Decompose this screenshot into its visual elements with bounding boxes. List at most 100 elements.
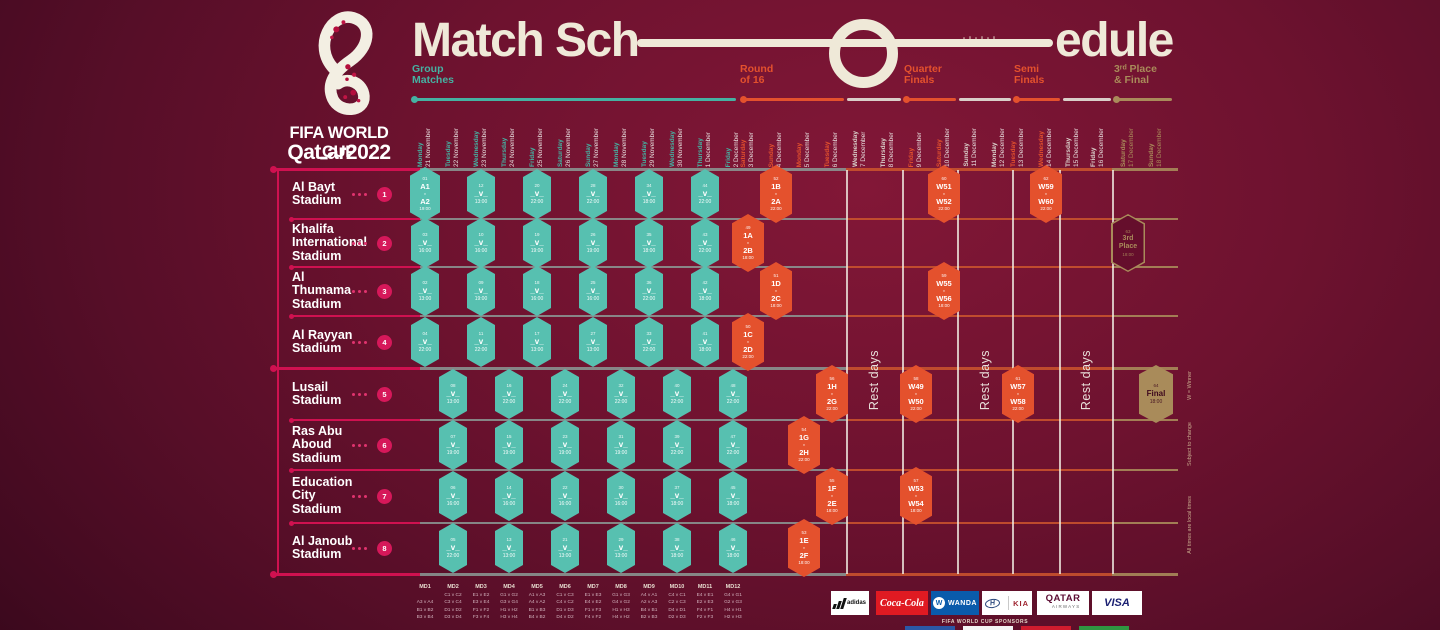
stadium-leader-dot (364, 494, 367, 498)
date-column-r0: Saturday 3 December (738, 101, 758, 167)
row-separator-gold-1 (1112, 218, 1178, 220)
row-separator-gold-5 (1112, 419, 1178, 421)
match-badge-18: 18 _v_ 16:00 (523, 266, 551, 316)
legend-fixture: F4 v F2 (584, 615, 602, 621)
header-line-segment-1 (741, 98, 844, 101)
legend-fixture: F1 v F3 (584, 607, 602, 613)
rest-zone-line-right-2 (1112, 170, 1114, 574)
date-column-g4: Friday 25 November (527, 101, 547, 167)
legend-column-MD7: MD7 E1 v E3 E4 v E2 F1 v F3 F4 v F2 (578, 584, 608, 622)
date-label: Wednesday 14 December (1038, 127, 1053, 167)
match-badge-23: 23 _v_ 19:00 (551, 420, 579, 470)
legend-fixture: C3 v C4 (444, 600, 462, 606)
stadium-leader-dot (364, 340, 367, 344)
match-badge-32: 32 _v_ 22:00 (607, 369, 635, 419)
match-badge-09: 09 _v_ 19:00 (467, 266, 495, 316)
row-separator-crimson-1 (293, 218, 420, 220)
rest-zone-1: Rest days (975, 310, 995, 450)
rest-zone-line-right-0 (902, 170, 904, 574)
side-note-1: Subject to change (1184, 399, 1196, 489)
row-separator-orange-8 (846, 572, 1112, 576)
row-separator-orange-3 (846, 315, 1112, 317)
rest-zone-line-left-2 (1059, 170, 1061, 574)
row-separator-orange-1 (846, 218, 1112, 220)
match-badge-31: 31 _v_ 19:00 (607, 420, 635, 470)
header-line-segment-3 (904, 98, 956, 101)
date-label: Monday 5 December (796, 131, 811, 167)
fifa-world-cup-wordmark: FIFA WORLD CUP (289, 124, 389, 161)
date-label: Tuesday 29 November (641, 127, 656, 167)
side-note-text: Subject to change (1187, 421, 1193, 467)
date-label: Thursday 1 December (697, 131, 712, 167)
legend-column-MD10: MD10 C4 v C1 C2 v C3 D4 v D1 D2 v D3 (662, 584, 692, 622)
sponsor-row2-tile-3 (1079, 626, 1129, 630)
legend-column-MD3: MD3 E1 v E2 E3 v E4 F1 v F2 F3 v F4 (466, 584, 496, 622)
row-separator-crimson-0 (274, 167, 420, 171)
legend-header: MD8 (615, 584, 627, 590)
row-separator-gray-0 (420, 167, 846, 171)
match-badge-41: 41 _v_ 18:00 (691, 317, 719, 367)
date-label: Monday 12 December (991, 127, 1006, 167)
stadium-leader-dot (358, 192, 361, 196)
date-label: Wednesday 7 December (852, 130, 867, 167)
legend-fixture: E1 v E2 (472, 593, 490, 598)
stadium-marker-circle: 3 (377, 283, 392, 299)
date-column-t3: Monday 12 December (989, 101, 1009, 167)
title-tick-marks (963, 36, 1003, 48)
date-column-q1: Saturday 10 December (934, 101, 954, 167)
date-label: Friday 9 December (908, 131, 923, 167)
row-separator-dot-0 (270, 165, 277, 173)
match-badge-35: 35 _v_ 18:00 (635, 218, 663, 268)
date-column-g1: Tuesday 22 November (443, 101, 463, 167)
date-column-r3: Tuesday 6 December (822, 101, 842, 167)
legend-fixture: C4 v C1 (668, 593, 686, 598)
legend-fixture: F3 v F4 (472, 615, 490, 621)
match-badge-36: 36 _v_ 22:00 (635, 266, 663, 316)
legend-column-MD8: MD8 G1 v G3 G4 v G2 H1 v H3 H4 v H2 (606, 584, 636, 622)
legend-fixture: E2 v E3 (696, 600, 714, 606)
title-center-circle-icon (829, 19, 898, 88)
match-badge-08: 08 _v_ 13:00 (439, 369, 467, 419)
match-badge-14: 14 _v_ 16:00 (495, 471, 523, 521)
legend-fixture: C1 v C3 (556, 593, 574, 598)
match-badge-50: 50 1C v 2D 22:00 (732, 313, 764, 371)
match-badge-26: 26 _v_ 19:00 (579, 218, 607, 268)
stadium-marker-circle: 7 (377, 488, 392, 504)
match-badge-57: 57 W53 v W54 18:00 (900, 467, 932, 525)
row-separator-gray-1 (420, 218, 846, 220)
sponsor-row2-tile-2 (1021, 626, 1071, 630)
header-line-dot-7 (1113, 95, 1120, 103)
legend-column-MD12: MD12 G4 v G1 G2 v G3 H4 v H1 H2 v H3 (718, 584, 748, 622)
legend-column-MD2: MD2 C1 v C2 C3 v C4 D1 v D2 D3 v D4 (438, 584, 468, 622)
legend-fixture: D1 v D3 (556, 607, 574, 613)
date-label: Thursday 24 November (501, 127, 516, 167)
row-separator-dot-2 (289, 264, 294, 270)
match-badge-37: 37 _v_ 18:00 (663, 471, 691, 521)
legend-fixture: H2 v H3 (724, 615, 742, 621)
match-badge-33: 33 _v_ 22:00 (635, 317, 663, 367)
stadium-marker-circle: 6 (377, 437, 392, 453)
legend-fixture: D4 v D2 (556, 615, 574, 621)
date-column-g2: Wednesday 23 November (471, 101, 491, 167)
date-label: Thursday 15 December (1065, 127, 1080, 167)
row-separator-gray-8 (420, 572, 846, 576)
fifa-sponsors-title: FIFA WORLD CUP SPONSORS (941, 619, 1029, 625)
section-label-qf: Quarter Finals (904, 63, 942, 86)
row-separator-gold-4 (1112, 366, 1178, 370)
stadium-leader-dot (364, 289, 367, 293)
section-label-group: Group Matches (412, 63, 455, 86)
stadium-name-6: Education City Stadium (292, 475, 353, 516)
qatar-2022-wordmark: Qatـar2022 (287, 141, 391, 164)
date-label: Wednesday 30 November (669, 127, 684, 167)
legend-fixture: B1 v B2 (416, 607, 434, 613)
date-column-g9: Wednesday 30 November (667, 101, 687, 167)
match-badge-15: 15 _v_ 19:00 (495, 420, 523, 470)
date-column-g3: Thursday 24 November (499, 101, 519, 167)
match-badge-44: 44 _v_ 22:00 (691, 169, 719, 219)
legend-fixture: B1 v B3 (528, 607, 546, 613)
match-badge-05: 05 _v_ 22:00 (439, 523, 467, 573)
date-label: Friday 16 December (1090, 127, 1105, 167)
row-separator-gold-6 (1112, 469, 1178, 471)
date-column-g8: Tuesday 29 November (639, 101, 659, 167)
stadium-name-2: Al Thumama Stadium (292, 270, 352, 311)
